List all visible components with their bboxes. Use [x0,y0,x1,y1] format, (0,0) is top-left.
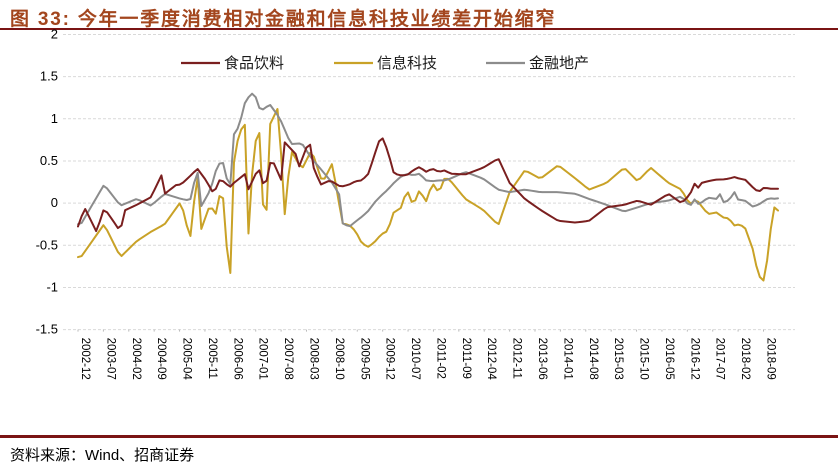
svg-text:2014-08: 2014-08 [587,338,599,380]
svg-text:金融地产: 金融地产 [529,55,589,72]
svg-text:2009-05: 2009-05 [358,338,370,380]
svg-text:2008-03: 2008-03 [308,338,320,380]
svg-text:2007-01: 2007-01 [257,338,269,380]
svg-text:信息科技: 信息科技 [377,55,437,72]
svg-text:2010-07: 2010-07 [409,338,421,380]
svg-text:2016-12: 2016-12 [688,338,700,380]
svg-text:2013-06: 2013-06 [536,338,548,380]
svg-text:2015-10: 2015-10 [638,338,650,380]
svg-text:2015-03: 2015-03 [612,338,624,380]
svg-text:2017-07: 2017-07 [714,338,726,380]
svg-text:食品饮料: 食品饮料 [224,55,284,72]
svg-text:1: 1 [51,111,58,126]
svg-text:2011-02: 2011-02 [434,338,446,379]
svg-text:2014-01: 2014-01 [561,338,573,380]
svg-text:1.5: 1.5 [40,69,58,84]
svg-text:0: 0 [51,195,58,210]
svg-text:2012-04: 2012-04 [485,338,497,381]
svg-text:2018-09: 2018-09 [764,338,776,380]
svg-text:-1: -1 [46,279,58,294]
svg-text:2002-12: 2002-12 [79,338,91,380]
svg-text:2011-09: 2011-09 [460,338,472,379]
svg-text:2008-10: 2008-10 [333,338,345,380]
svg-text:2016-05: 2016-05 [663,338,675,380]
svg-text:0.5: 0.5 [40,153,58,168]
svg-text:2004-09: 2004-09 [155,338,167,380]
svg-text:-1.5: -1.5 [36,322,58,337]
svg-text:2004-02: 2004-02 [130,338,142,380]
svg-text:2: 2 [51,27,58,42]
svg-text:2012-11: 2012-11 [511,338,523,379]
svg-text:2003-07: 2003-07 [104,338,116,380]
svg-text:2009-12: 2009-12 [384,338,396,380]
svg-text:2007-08: 2007-08 [282,338,294,380]
svg-text:2018-02: 2018-02 [739,338,751,380]
svg-text:2005-04: 2005-04 [181,338,193,381]
svg-text:2005-11: 2005-11 [206,338,218,379]
svg-text:-0.5: -0.5 [36,237,58,252]
svg-text:2006-06: 2006-06 [231,338,243,380]
